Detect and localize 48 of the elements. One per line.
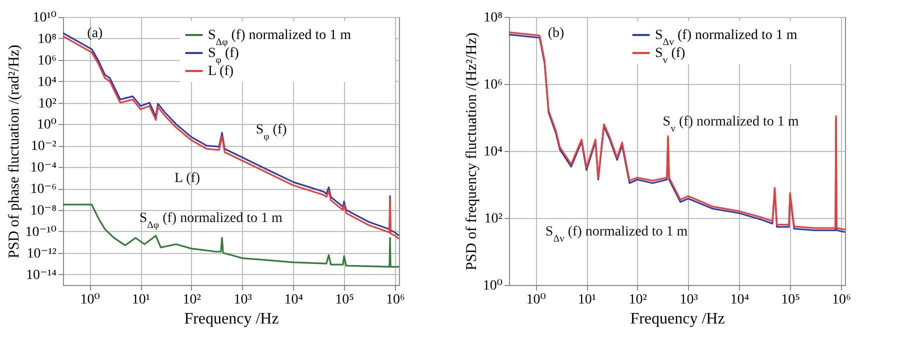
x-tick-label: 10⁶ [386,292,406,308]
annotation: (b) [548,26,565,42]
annotation: S$_{v}$ (f) normalized to 1 m [662,114,799,134]
x-tick-label: 10⁰ [526,292,546,308]
x-axis-title: Frequency /Hz [630,310,725,328]
annotation: S$_{Δφ}$ (f) normalized to 1 m [139,211,282,230]
y-tick-label: 10⁻⁶ [30,182,57,198]
x-tick-label: 10³ [680,292,698,308]
y-tick-label: 10⁻¹⁰ [25,224,57,240]
x-tick-label: 10⁴ [730,292,750,308]
annotation: S$_{Δv}$ (f) normalized to 1 m [545,224,688,244]
x-axis-title: Frequency /Hz [184,310,279,328]
y-tick-label: 10⁴ [38,74,57,90]
x-tick-label: 10⁵ [781,292,800,308]
y-tick-label: 10⁻⁸ [30,203,57,218]
legend-label: S$_{Δφ}$ (f) normalized to 1 m [208,28,352,48]
y-tick-label: 10⁻¹² [26,246,56,262]
y-axis-title: PSD of frequency fluctuation /(Hz²/Hz) [464,32,480,270]
annotation: (a) [87,26,104,42]
legend-label: S$_{Δv}$ (f) normalized to 1 m [655,28,798,48]
y-tick-label: 10⁶ [38,53,57,68]
x-tick-label: 10⁶ [832,292,852,308]
legend-label: L (f) [208,64,234,79]
y-tick-label: 10⁶ [484,78,503,92]
x-tick-label: 10⁵ [335,292,354,308]
y-tick-label: 10⁸ [38,32,57,47]
x-tick-label: 10⁰ [80,292,100,308]
x-tick-label: 10⁴ [284,292,304,308]
y-tick-label: 10⁴ [484,144,503,160]
x-tick-label: 10² [628,292,647,308]
y-axis-title: PSD of phase fluctuation /(rad²/Hz) [6,44,22,258]
x-tick-label: 10¹ [132,292,150,308]
y-tick-label: 10⁻¹⁴ [26,268,57,283]
y-tick-label: 10⁻⁴ [30,160,57,176]
legend-label: S$_{v}$ (f) [655,46,686,66]
y-tick-label: 10⁸ [484,10,503,26]
annotation: S$_{φ}$ (f) [256,122,288,142]
y-tick-label: 10⁰ [482,278,503,294]
y-tick-label: 10¹⁰ [32,10,57,26]
x-tick-label: 10² [182,292,201,308]
legend-label: S$_{φ}$ (f) [208,46,240,66]
x-tick-label: 10³ [234,292,252,308]
y-tick-label: 10² [484,212,502,226]
x-tick-label: 10¹ [578,292,596,308]
y-tick-label: 10⁰ [36,118,57,133]
annotation: L (f) [174,170,200,186]
y-tick-label: 10² [38,96,56,112]
y-tick-label: 10⁻² [30,139,56,154]
